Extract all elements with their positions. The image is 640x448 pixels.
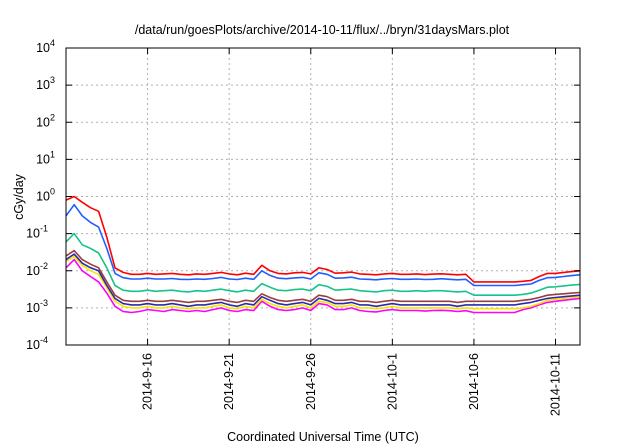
series-line <box>65 253 581 308</box>
x-tick-label: 2014-9-21 <box>222 353 236 410</box>
plot-frame <box>65 47 581 346</box>
y-tick-label: 10-4 <box>26 335 48 352</box>
y-tick-label: 100 <box>36 187 55 204</box>
y-tick-label: 101 <box>36 149 55 166</box>
series-line <box>65 232 581 297</box>
y-tick-label: 104 <box>36 38 55 55</box>
y-tick-label: 10-1 <box>26 224 48 241</box>
series-line <box>65 195 581 283</box>
series-group <box>65 195 581 314</box>
series-line <box>65 203 581 287</box>
y-tick-label: 102 <box>36 112 55 129</box>
axes: 10-4 10-3 10-2 10-1 100 101 102 103 104 2014-9-16… <box>26 38 581 416</box>
x-tick-label: 2014-9-26 <box>304 353 318 410</box>
x-tick-label: 2014-10-1 <box>385 353 399 410</box>
series-line <box>65 255 581 310</box>
grid <box>66 48 580 345</box>
series-line <box>65 258 581 314</box>
x-tick-label: 2014-9-16 <box>141 353 155 410</box>
x-tick-label: 2014-10-11 <box>549 353 563 416</box>
series-line <box>65 249 581 304</box>
x-axis-label: Coordinated Universal Time (UTC) <box>227 430 419 444</box>
y-tick-label: 103 <box>36 75 55 92</box>
chart-title: /data/run/goesPlots/archive/2014-10-11/f… <box>135 23 510 37</box>
y-axis-label: cGy/day <box>12 173 26 220</box>
y-tick-label: 10-2 <box>26 261 48 278</box>
y-tick-label: 10-3 <box>26 298 48 315</box>
x-tick-label: 2014-10-6 <box>467 353 481 410</box>
